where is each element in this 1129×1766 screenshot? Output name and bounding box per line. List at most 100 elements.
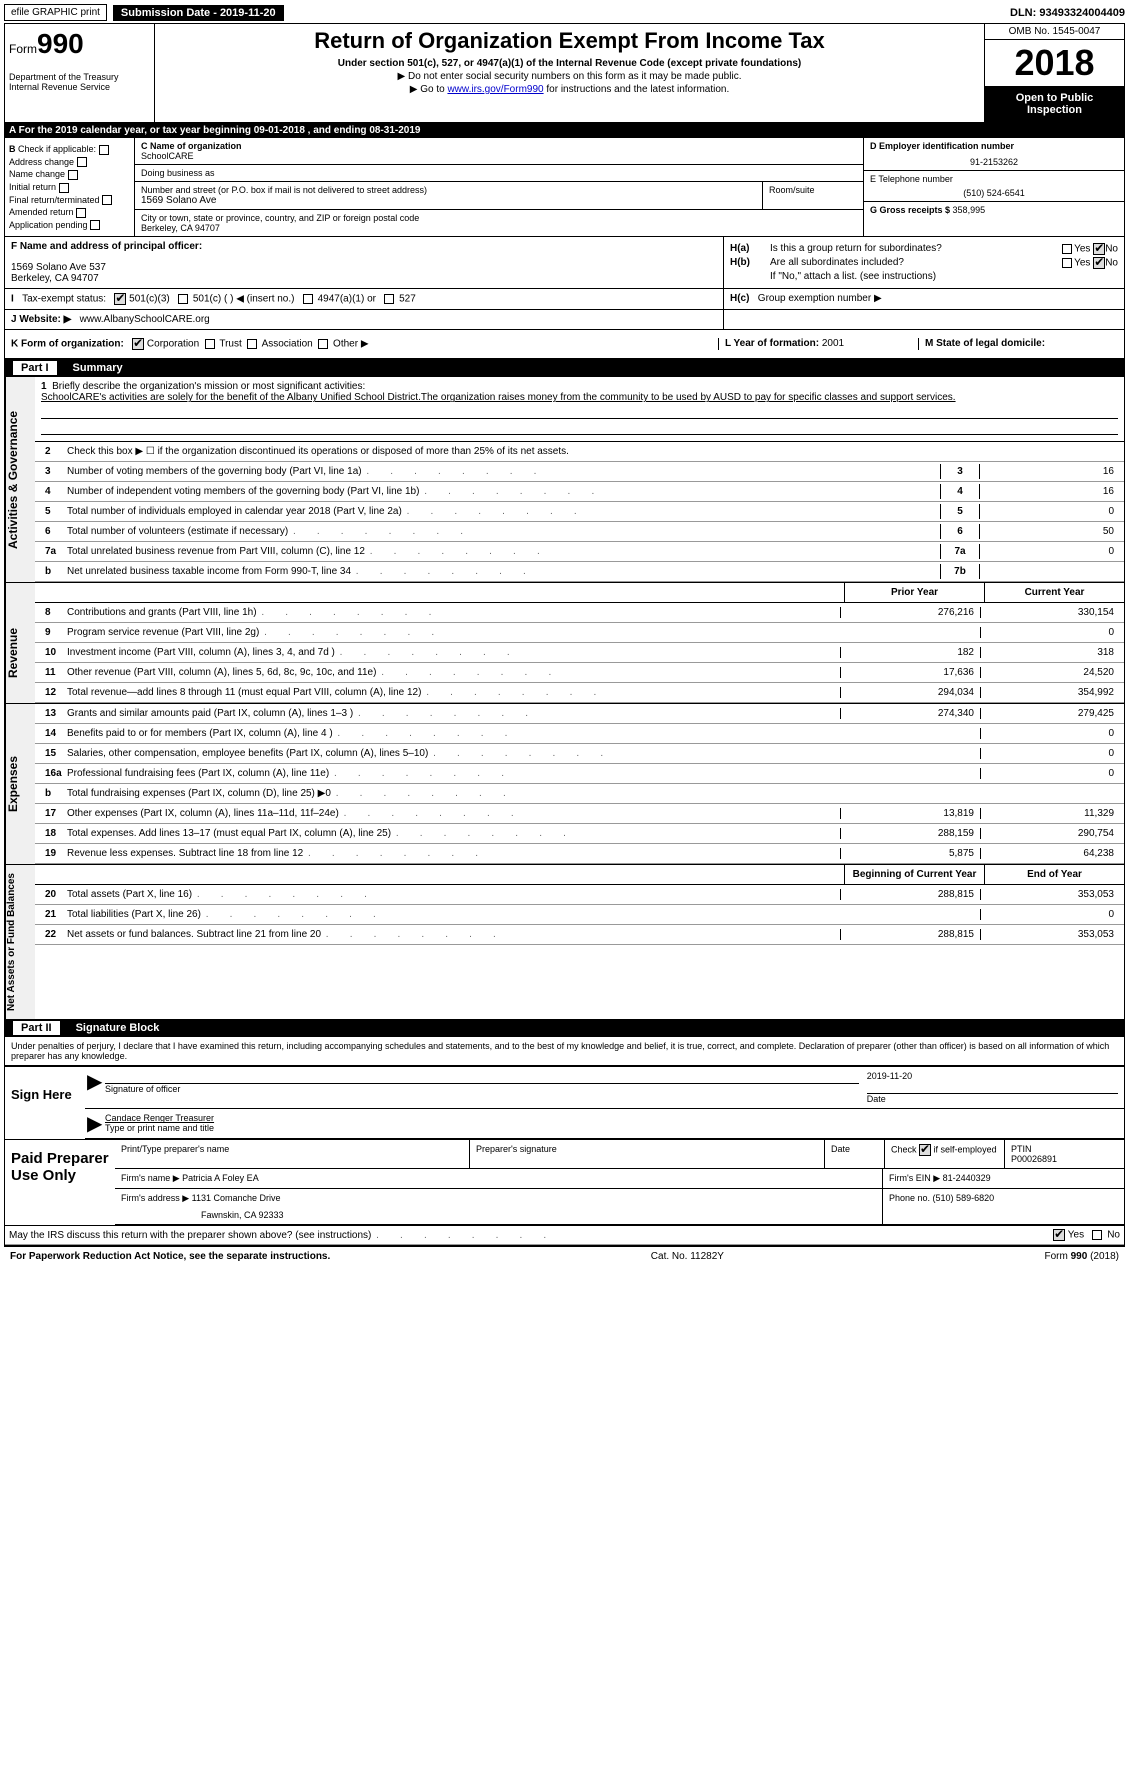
line-desc: Program service revenue (Part VIII, line… [67, 627, 840, 638]
prior-value: 17,636 [840, 667, 980, 678]
discuss-no[interactable] [1092, 1230, 1102, 1240]
arrow-icon: ▶ [87, 1111, 101, 1136]
b-opt-check[interactable] [90, 220, 100, 230]
hb-text: Are all subordinates included? [770, 257, 904, 269]
line-desc: Grants and similar amounts paid (Part IX… [67, 708, 840, 719]
phone: (510) 524-6541 [870, 188, 1118, 198]
firm-phone-label: Phone no. [889, 1193, 933, 1203]
city: Berkeley, CA 94707 [141, 223, 857, 233]
firm-addr-label: Firm's address ▶ [121, 1193, 192, 1203]
begin-year-header: Beginning of Current Year [844, 865, 984, 884]
prior-value: 276,216 [840, 607, 980, 618]
line-desc: Total assets (Part X, line 16) [67, 889, 840, 900]
ha-no[interactable] [1093, 243, 1105, 255]
checkbox-applicable[interactable] [99, 145, 109, 155]
current-value: 318 [980, 647, 1120, 658]
trust-check[interactable] [205, 339, 215, 349]
line-desc: Salaries, other compensation, employee b… [67, 748, 840, 759]
current-value: 353,053 [980, 889, 1120, 900]
hc-text: Group exemption number ▶ [758, 293, 882, 304]
prior-value: 288,815 [840, 929, 980, 940]
other-check[interactable] [318, 339, 328, 349]
line-desc: Total number of volunteers (estimate if … [67, 526, 940, 537]
501c3-check[interactable] [114, 293, 126, 305]
line-desc: Total liabilities (Part X, line 26) [67, 909, 840, 920]
sign-here-label: Sign Here [5, 1067, 85, 1139]
line1-label: Briefly describe the organization's miss… [52, 381, 365, 392]
line-desc: Total number of individuals employed in … [67, 506, 940, 517]
subtitle-2: ▶ Do not enter social security numbers o… [159, 71, 980, 82]
footer-right: Form 990 (2018) [1045, 1251, 1120, 1262]
current-value: 0 [980, 728, 1120, 739]
preparer-sig-header: Preparer's signature [469, 1140, 824, 1168]
prior-value: 182 [840, 647, 980, 658]
part2-header: Part IISignature Block [5, 1019, 1124, 1037]
signature-line-label: Signature of officer [105, 1083, 859, 1094]
officer-addr1: 1569 Solano Ave 537 [11, 262, 717, 273]
b-opt-label: Application pending [9, 220, 88, 230]
b-opt-label: Initial return [9, 182, 56, 192]
firm-ein: 81-2440329 [943, 1173, 991, 1183]
b-opt-check[interactable] [76, 208, 86, 218]
officer-label: F Name and address of principal officer: [11, 241, 202, 252]
b-opt-label: Address change [9, 157, 74, 167]
section-b-label: B Check if applicable: [9, 144, 130, 155]
discuss-yes[interactable] [1053, 1229, 1065, 1241]
subtitle-1: Under section 501(c), 527, or 4947(a)(1)… [159, 58, 980, 69]
instructions-link[interactable]: www.irs.gov/Form990 [447, 84, 543, 95]
line-desc: Total unrelated business revenue from Pa… [67, 546, 940, 557]
ha-yes[interactable] [1062, 244, 1072, 254]
line-desc: Net assets or fund balances. Subtract li… [67, 929, 840, 940]
self-employed-check[interactable] [919, 1144, 931, 1156]
hb-no[interactable] [1093, 257, 1105, 269]
paid-preparer-label: Paid Preparer Use Only [5, 1140, 115, 1225]
line-desc: Other expenses (Part IX, column (A), lin… [67, 808, 840, 819]
current-value: 0 [980, 627, 1120, 638]
side-netassets: Net Assets or Fund Balances [5, 865, 35, 1019]
line-desc: Other revenue (Part VIII, column (A), li… [67, 667, 840, 678]
penalty-statement: Under penalties of perjury, I declare th… [5, 1037, 1124, 1065]
hb-yes[interactable] [1062, 258, 1072, 268]
name-title-label: Type or print name and title [105, 1123, 1118, 1133]
efile-button[interactable]: efile GRAPHIC print [4, 4, 107, 21]
501c-check[interactable] [178, 294, 188, 304]
end-year-header: End of Year [984, 865, 1124, 884]
state-domicile-label: M State of legal domicile: [925, 338, 1045, 349]
org-name: SchoolCARE [141, 151, 857, 161]
side-activities: Activities & Governance [5, 377, 35, 582]
mission-text: SchoolCARE's activities are solely for t… [41, 392, 956, 403]
line-box: 7a [940, 544, 980, 559]
hb-note: If "No," attach a list. (see instruction… [730, 271, 1118, 282]
prior-value: 288,815 [840, 889, 980, 900]
gross-label: G Gross receipts $ [870, 205, 953, 215]
submission-date: Submission Date - 2019-11-20 [113, 5, 284, 21]
website-label: J Website: ▶ [11, 314, 71, 325]
current-value: 11,329 [980, 808, 1120, 819]
dln: DLN: 93493324004409 [1010, 7, 1125, 19]
line-desc: Investment income (Part VIII, column (A)… [67, 647, 840, 658]
officer-name: Candace Renger Treasurer [105, 1113, 1118, 1123]
b-opt-label: Amended return [9, 207, 74, 217]
discuss-text: May the IRS discuss this return with the… [9, 1230, 940, 1241]
hc-label: H(c) [730, 293, 749, 304]
tax-status-label: Tax-exempt status: [22, 294, 106, 305]
b-opt-check[interactable] [77, 157, 87, 167]
street: 1569 Solano Ave [141, 195, 756, 206]
footer-mid: Cat. No. 11282Y [651, 1251, 724, 1262]
self-employed-cell: Check if self-employed [884, 1140, 1004, 1168]
firm-addr1: 1131 Comanche Drive [192, 1193, 281, 1203]
b-opt-check[interactable] [102, 195, 112, 205]
527-check[interactable] [384, 294, 394, 304]
b-opt-label: Name change [9, 169, 65, 179]
org-name-label: C Name of organization [141, 141, 857, 151]
line-value: 0 [980, 506, 1120, 517]
corp-check[interactable] [132, 338, 144, 350]
b-opt-check[interactable] [59, 183, 69, 193]
hb-label: H(b) [730, 257, 770, 269]
prior-value: 13,819 [840, 808, 980, 819]
b-opt-check[interactable] [68, 170, 78, 180]
line-desc: Contributions and grants (Part VIII, lin… [67, 607, 840, 618]
4947-check[interactable] [303, 294, 313, 304]
assoc-check[interactable] [247, 339, 257, 349]
line-value: 16 [980, 466, 1120, 477]
